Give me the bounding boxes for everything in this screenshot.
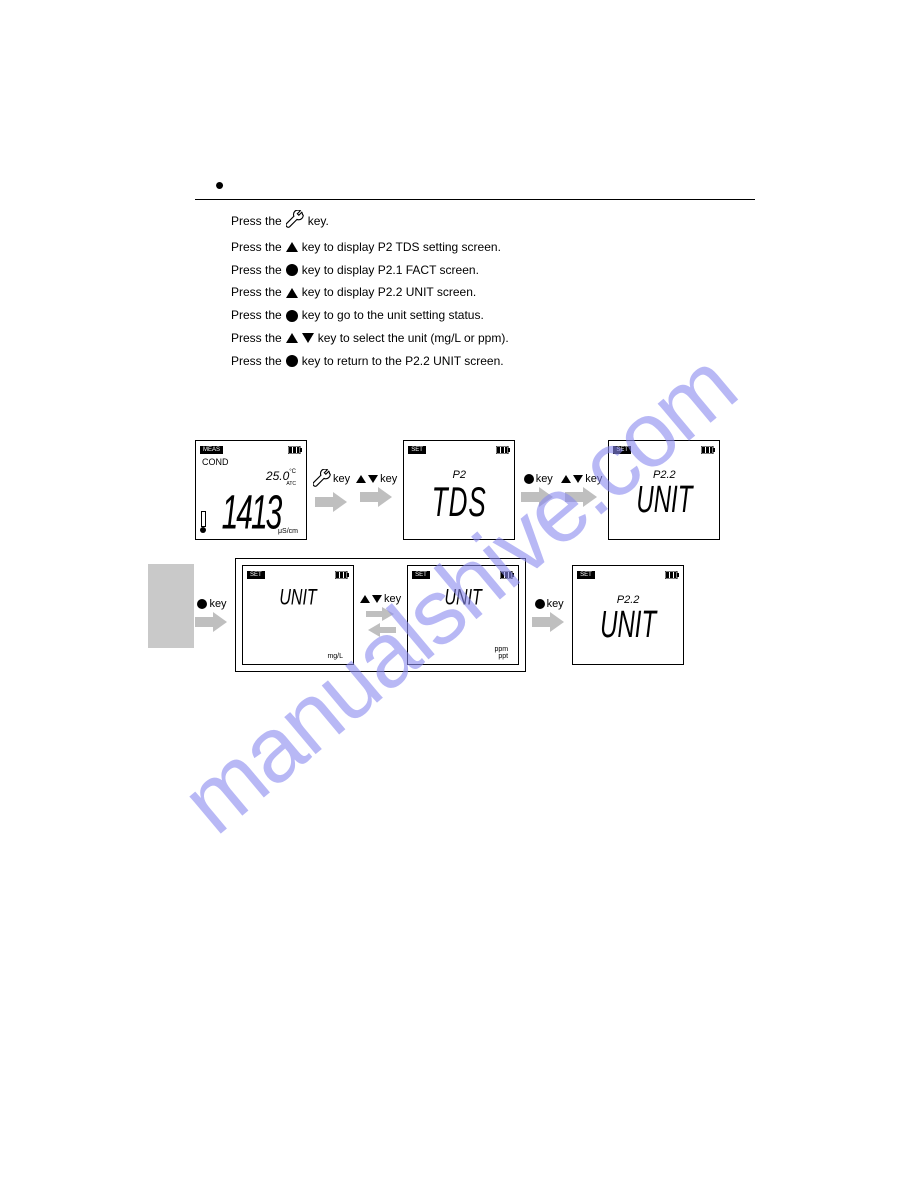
battery-icon	[335, 568, 349, 582]
lcd-main: UNIT	[573, 604, 683, 649]
content-block: P2.2 Set display unit of TDS Press the k…	[195, 180, 755, 376]
key-text: key	[380, 473, 397, 485]
step-text: key to select the unit (mg/L or ppm).	[318, 330, 509, 347]
step-row: Press the key to go to the unit setting …	[231, 307, 755, 324]
lcd-badge: SET	[247, 571, 265, 579]
battery-icon	[496, 443, 510, 457]
lcd-cond-label: COND	[196, 455, 306, 467]
step-row: Press the key to display P2.2 UNIT scree…	[231, 284, 755, 301]
arrow-right-icon	[360, 487, 394, 507]
up-arrow-icon	[286, 288, 298, 298]
key-hint: key	[561, 473, 602, 485]
dot-icon	[535, 599, 545, 609]
step-row: Press the key to select the unit (mg/L o…	[231, 330, 755, 347]
key-hint: key	[356, 473, 397, 485]
lcd-badge: SET	[408, 446, 426, 454]
flow-diagram: MEAS COND 25.0°C ATC 1413 μS/cm key	[195, 440, 755, 672]
dot-icon	[197, 599, 207, 609]
up-arrow-icon	[561, 475, 571, 483]
lcd-badge: SET	[412, 571, 430, 579]
step-row: Press the key to display P2 TDS setting …	[231, 239, 755, 256]
down-arrow-icon	[302, 333, 314, 343]
up-arrow-icon	[360, 595, 370, 603]
arrow-right-icon	[521, 487, 555, 507]
lcd-badge: SET	[577, 571, 595, 579]
step-text: Press the	[231, 213, 282, 230]
lcd-screen-5: SET UNIT ppm ppt	[407, 565, 519, 665]
lcd-temp: 25.0°C ATC	[196, 467, 306, 487]
dot-icon	[286, 310, 298, 322]
step-text: key to return to the P2.2 UNIT screen.	[302, 353, 504, 370]
diagram-row-2: key SET UNIT mg/L key	[195, 558, 755, 672]
step-text: Press the	[231, 239, 282, 256]
arrow-right-icon	[195, 612, 229, 632]
lcd-badge: MEAS	[200, 446, 223, 454]
heading-separator	[195, 199, 755, 200]
key-text: key	[384, 593, 401, 605]
battery-icon	[500, 568, 514, 582]
lcd-screen-1: MEAS COND 25.0°C ATC 1413 μS/cm	[195, 440, 307, 540]
step-row: Press the key to return to the P2.2 UNIT…	[231, 353, 755, 370]
lcd-screen-4: SET UNIT mg/L	[242, 565, 354, 665]
down-arrow-icon	[573, 475, 583, 483]
arrow-right-icon	[565, 487, 599, 507]
step-text: Press the	[231, 307, 282, 324]
down-arrow-icon	[368, 475, 378, 483]
key-hint: key	[197, 598, 226, 610]
lcd-screen-6: SET P2.2 UNIT	[572, 565, 684, 665]
step-text: Press the	[231, 262, 282, 279]
wrench-icon	[286, 210, 304, 233]
lcd-unit-foot: μS/cm	[196, 528, 306, 535]
lcd-foot: mg/L	[243, 653, 353, 660]
dot-icon	[286, 355, 298, 367]
step-text: key.	[308, 213, 329, 230]
dot-icon	[286, 264, 298, 276]
step-row: Press the key.	[231, 210, 755, 233]
key-text: key	[209, 598, 226, 610]
key-hint: key	[360, 593, 401, 605]
lcd-screen-3: SET P2.2 UNIT	[608, 440, 720, 540]
diagram-row-1: MEAS COND 25.0°C ATC 1413 μS/cm key	[195, 440, 755, 540]
swap-arrows-icon	[364, 607, 398, 637]
steps-list: Press the key. Press the key to display …	[231, 210, 755, 370]
key-hint: key	[313, 469, 350, 490]
key-hint: key	[524, 473, 553, 485]
lcd-main: UNIT	[408, 586, 518, 611]
lcd-main: UNIT	[243, 586, 353, 611]
up-arrow-icon	[356, 475, 366, 483]
dot-icon	[524, 474, 534, 484]
lcd-screen-2: SET P2 TDS	[403, 440, 515, 540]
lcd-main: TDS	[404, 478, 514, 528]
key-hint: key	[535, 598, 564, 610]
up-arrow-icon	[286, 333, 298, 343]
side-tab	[148, 564, 194, 648]
step-text: key to display P2.1 FACT screen.	[302, 262, 479, 279]
key-text: key	[333, 473, 350, 485]
lcd-badge: SET	[613, 446, 631, 454]
key-text: key	[547, 598, 564, 610]
battery-icon	[701, 443, 715, 457]
step-text: key to display P2.2 UNIT screen.	[302, 284, 477, 301]
up-arrow-icon	[286, 242, 298, 252]
battery-icon	[288, 443, 302, 457]
step-row: Press the key to display P2.1 FACT scree…	[231, 262, 755, 279]
battery-icon	[665, 568, 679, 582]
step-text: Press the	[231, 284, 282, 301]
selection-pair-box: SET UNIT mg/L key	[235, 558, 526, 672]
arrow-right-icon	[532, 612, 566, 632]
step-text: key to go to the unit setting status.	[302, 307, 484, 324]
lcd-main: UNIT	[609, 479, 719, 524]
step-text: key to display P2 TDS setting screen.	[302, 239, 501, 256]
step-text: Press the	[231, 353, 282, 370]
key-text: key	[585, 473, 602, 485]
thermometer-icon	[200, 511, 206, 533]
key-text: key	[536, 473, 553, 485]
arrow-right-icon	[315, 492, 349, 512]
wrench-icon	[313, 469, 331, 490]
step-text: Press the	[231, 330, 282, 347]
lcd-foot: ppm ppt	[408, 646, 518, 660]
down-arrow-icon	[372, 595, 382, 603]
